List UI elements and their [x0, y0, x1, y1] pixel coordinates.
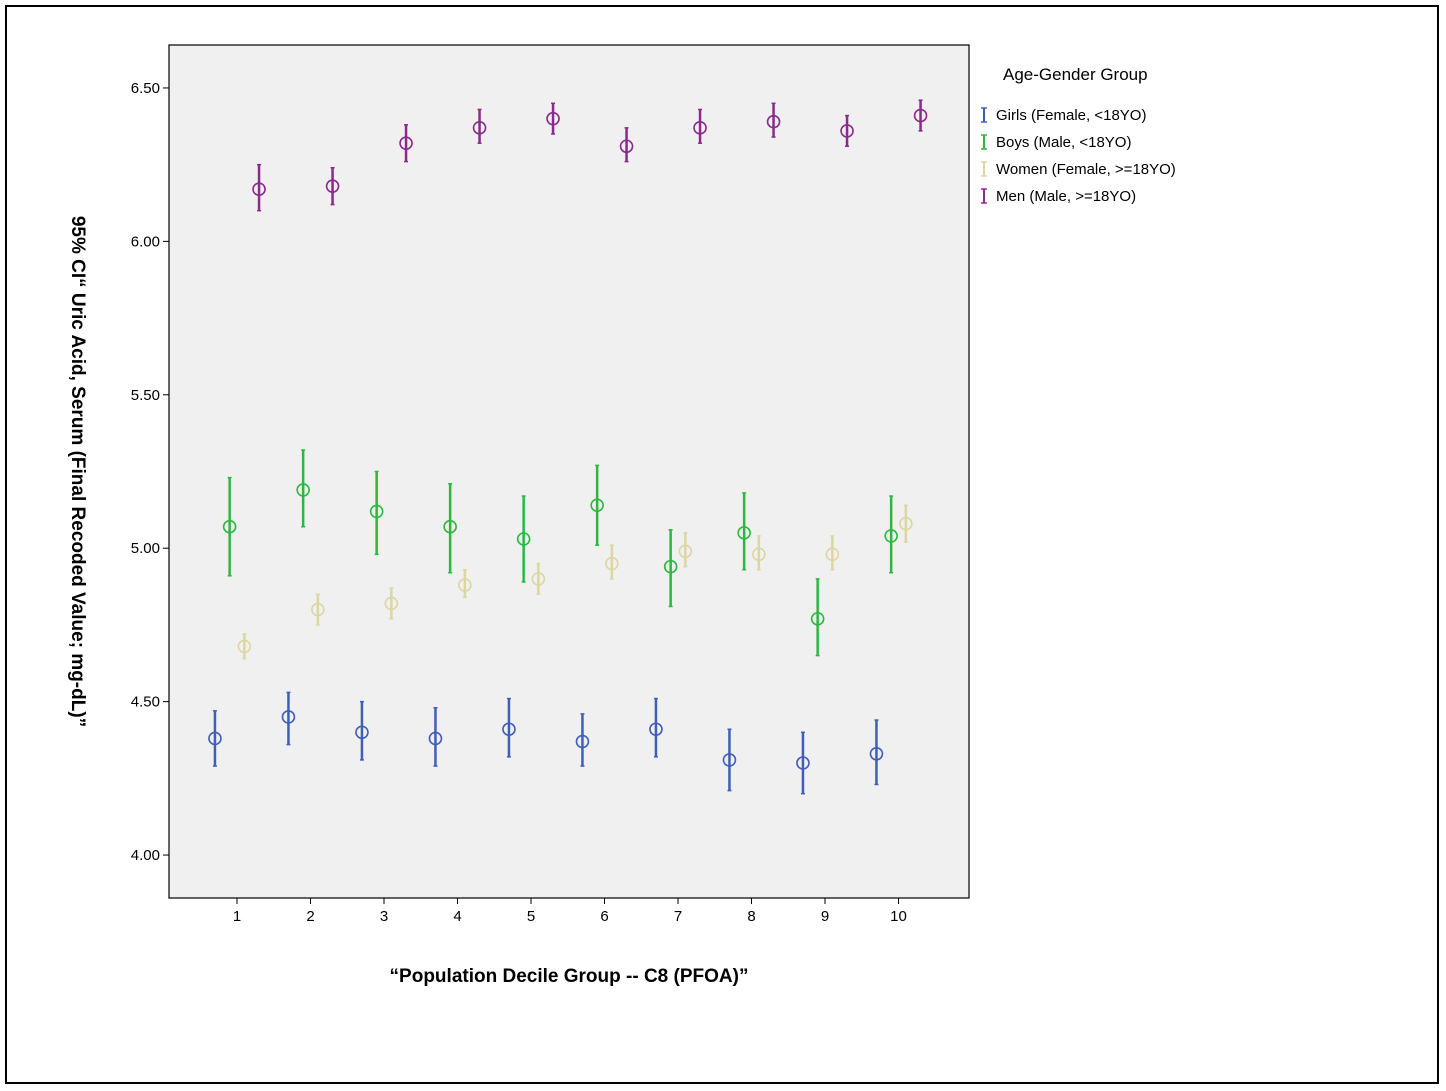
- mean-marker: [325, 179, 340, 193]
- legend-title: Age-Gender Group: [1003, 65, 1148, 84]
- x-tick-label: 5: [527, 908, 535, 925]
- mean-marker: [693, 121, 707, 135]
- mean-marker: [810, 611, 825, 626]
- mean-marker: [840, 124, 854, 138]
- mean-marker: [369, 504, 384, 519]
- y-tick-label: 4.00: [131, 847, 160, 864]
- mean-marker: [884, 529, 898, 543]
- legend-item-label: Girls (Female, <18YO): [996, 107, 1146, 124]
- x-tick-label: 7: [674, 908, 682, 925]
- mean-marker: [355, 725, 369, 740]
- y-axis-title: 95% CI“ Uric Acid, Serum (Final Recoded …: [67, 216, 88, 727]
- legend: Age-Gender Group Girls (Female, <18YO) Bo…: [981, 65, 1176, 205]
- mean-marker: [222, 519, 237, 534]
- mean-marker: [766, 114, 781, 129]
- x-tick-label: 6: [600, 908, 608, 925]
- mean-marker: [575, 734, 590, 749]
- y-tick-label: 6.50: [131, 80, 160, 97]
- y-tick-label: 6.00: [131, 233, 160, 250]
- mean-marker: [237, 639, 252, 654]
- mean-marker: [649, 722, 663, 737]
- mean-marker: [619, 139, 634, 154]
- mean-marker: [899, 516, 913, 531]
- mean-marker: [796, 756, 810, 770]
- mean-marker: [296, 483, 310, 497]
- mean-marker: [869, 746, 884, 761]
- data-marks: [208, 99, 928, 795]
- mean-marker: [443, 519, 457, 534]
- mean-marker: [472, 121, 487, 135]
- mean-marker: [737, 526, 751, 540]
- mean-marker: [752, 547, 766, 562]
- mean-marker: [516, 532, 531, 546]
- mean-marker: [663, 559, 678, 574]
- y-tick-label: 5.50: [131, 387, 160, 404]
- x-tick-label: 4: [453, 908, 461, 925]
- mean-marker: [590, 498, 604, 513]
- y-tick-label: 5.00: [131, 540, 160, 557]
- mean-marker: [311, 602, 325, 617]
- y-axis: 4.00 4.50 5.00 5.50 6.00 6.50: [131, 80, 169, 864]
- mean-marker: [502, 722, 516, 737]
- mean-marker: [399, 136, 413, 150]
- mean-marker: [546, 111, 560, 126]
- mean-marker: [281, 710, 296, 724]
- x-tick-label: 2: [306, 908, 314, 925]
- mean-marker: [428, 731, 443, 746]
- x-tick-label: 3: [380, 908, 388, 925]
- x-axis-title: “Population Decile Group -- C8 (PFOA)”: [390, 966, 749, 987]
- mean-marker: [913, 108, 928, 123]
- plot-area: [168, 44, 970, 899]
- mean-marker: [384, 596, 399, 611]
- x-axis: 1 2 3 4 5 6 7 8 9 10: [233, 898, 907, 925]
- legend-item-label: Men (Male, >=18YO): [996, 188, 1136, 205]
- mean-marker: [531, 572, 546, 586]
- x-tick-label: 9: [821, 908, 829, 925]
- mean-marker: [825, 547, 840, 562]
- x-tick-label: 8: [747, 908, 755, 925]
- mean-marker: [722, 753, 737, 767]
- mean-marker: [678, 544, 693, 559]
- x-tick-label: 1: [233, 908, 241, 925]
- mean-marker: [458, 578, 472, 592]
- y-tick-label: 4.50: [131, 694, 160, 711]
- mean-marker: [208, 731, 222, 746]
- legend-item-label: Boys (Male, <18YO): [996, 134, 1131, 151]
- mean-marker: [605, 556, 619, 571]
- x-tick-label: 10: [890, 908, 907, 925]
- mean-marker: [252, 182, 266, 197]
- legend-item-label: Women (Female, >=18YO): [996, 161, 1176, 178]
